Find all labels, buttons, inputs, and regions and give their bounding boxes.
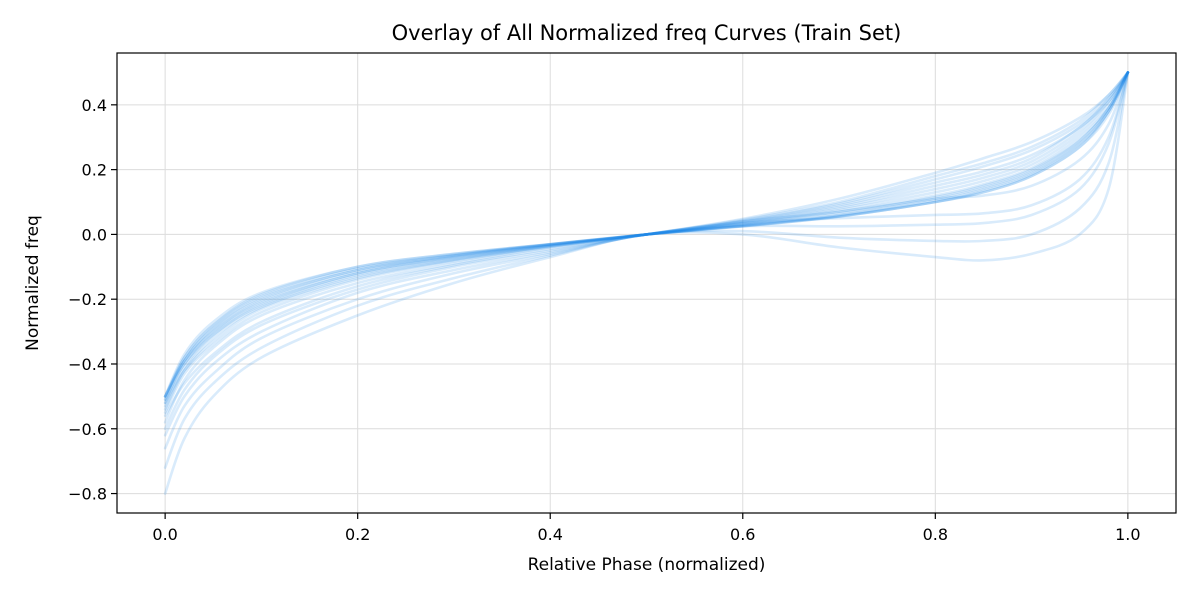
series-line-11 <box>163 71 1130 405</box>
series-line-19 <box>163 71 1130 495</box>
y-tick-label: 0.2 <box>82 161 107 180</box>
series-lines <box>163 71 1130 495</box>
series-line-13 <box>163 71 1130 424</box>
series-line-15 <box>163 71 1130 431</box>
series-line-17 <box>163 71 1130 450</box>
series-line-12 <box>163 71 1130 414</box>
series-line-7 <box>163 71 1130 401</box>
series-line-4 <box>163 71 1130 398</box>
series-line-9 <box>163 71 1130 398</box>
x-tick-label: 0.0 <box>152 525 177 544</box>
x-tick-label: 1.0 <box>1115 525 1140 544</box>
series-line-5 <box>163 71 1130 405</box>
y-tick-label: −0.2 <box>68 290 107 309</box>
chart-title: Overlay of All Normalized freq Curves (T… <box>392 21 902 45</box>
x-tick-label: 0.6 <box>730 525 755 544</box>
grid <box>117 53 1176 513</box>
series-line-3 <box>163 71 1130 401</box>
series-line-1 <box>163 71 1130 398</box>
x-tick-label: 0.4 <box>538 525 563 544</box>
x-tick-label: 0.8 <box>923 525 948 544</box>
y-tick-label: −0.8 <box>68 485 107 504</box>
series-line-10 <box>163 71 1130 411</box>
plot-frame <box>116 52 1177 514</box>
series-line-8 <box>163 71 1130 408</box>
y-tick-label: −0.6 <box>68 420 107 439</box>
series-line-14 <box>163 71 1130 418</box>
y-axis-label: Normalized freq <box>23 215 43 351</box>
x-axis-label: Relative Phase (normalized) <box>528 555 766 575</box>
y-tick-label: 0.4 <box>82 96 107 115</box>
y-tick-label: 0.0 <box>82 225 107 244</box>
y-tick-label: −0.4 <box>68 355 107 374</box>
x-tick-label: 0.2 <box>345 525 370 544</box>
series-line-18 <box>163 71 1130 469</box>
series-line-6 <box>163 71 1130 398</box>
series-line-2 <box>163 71 1130 398</box>
axis-ticks: 0.0 0.2 0.4 0.6 0.8 1.0 −0.8 −0.6 −0.4 −0.2 0.0 0.2… <box>68 96 1140 544</box>
series-line-16 <box>163 71 1130 437</box>
